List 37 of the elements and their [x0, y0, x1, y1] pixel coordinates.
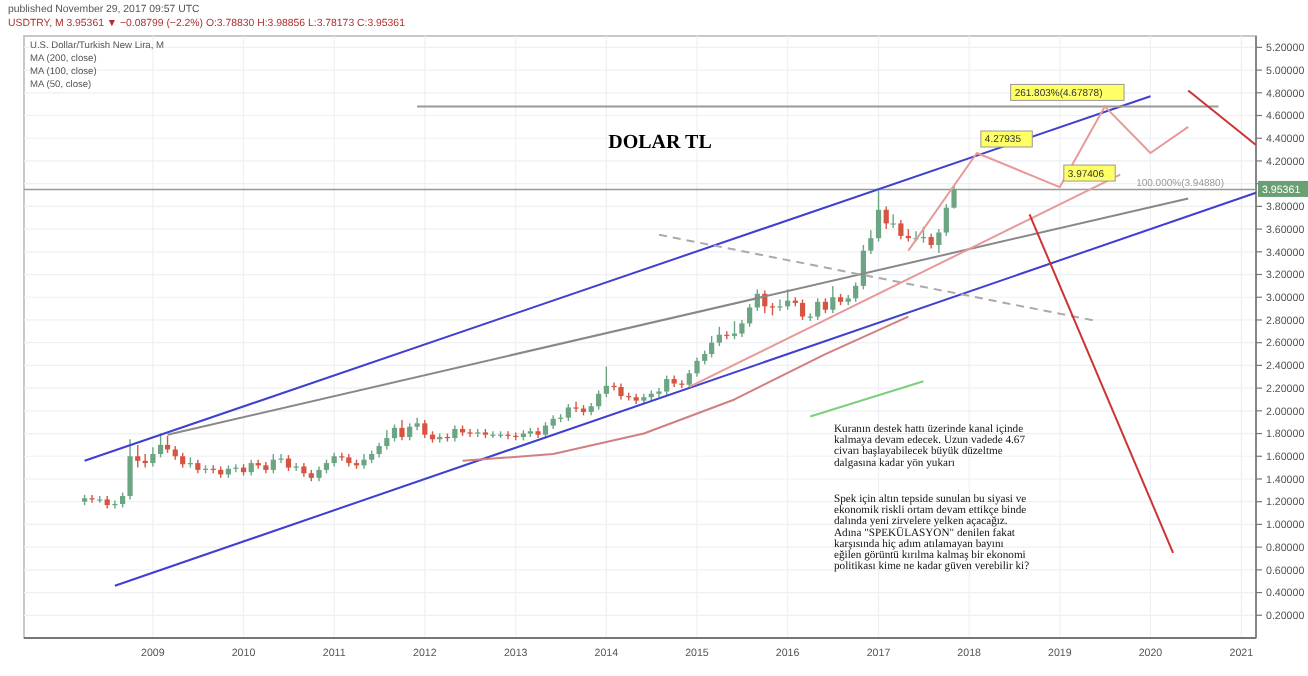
candlestick	[694, 356, 700, 378]
candlestick	[384, 429, 390, 451]
candlestick	[414, 416, 420, 431]
candlestick	[422, 419, 428, 439]
candlestick	[150, 446, 156, 468]
candlestick	[868, 229, 874, 255]
candlestick	[815, 297, 821, 321]
candlestick	[943, 203, 949, 237]
candlestick	[270, 453, 276, 474]
candlestick	[890, 213, 896, 229]
text: DOLAR TL	[608, 132, 713, 154]
candlestick	[875, 189, 882, 243]
candlestick	[573, 401, 579, 413]
candlestick	[505, 430, 511, 440]
candlestick	[799, 298, 806, 321]
candlestick	[777, 298, 783, 312]
candlestick	[89, 494, 95, 504]
candlestick	[830, 285, 836, 314]
candlestick	[664, 374, 670, 396]
candlestick	[361, 453, 367, 470]
candlestick	[898, 219, 904, 241]
candlestick	[747, 303, 753, 328]
candlestick	[127, 438, 133, 501]
candlestick	[611, 381, 617, 392]
candlestick	[936, 228, 942, 254]
candlestick	[399, 419, 405, 442]
candlestick	[853, 281, 859, 303]
candlestick	[656, 387, 662, 398]
candlestick	[603, 365, 609, 398]
candlestick	[278, 453, 284, 464]
candlestick	[135, 444, 141, 469]
candlestick	[883, 205, 889, 230]
candlestick	[467, 428, 473, 438]
candlestick	[596, 389, 602, 411]
candlestick	[709, 335, 715, 359]
candlestick	[716, 326, 722, 347]
candlestick	[293, 462, 299, 472]
